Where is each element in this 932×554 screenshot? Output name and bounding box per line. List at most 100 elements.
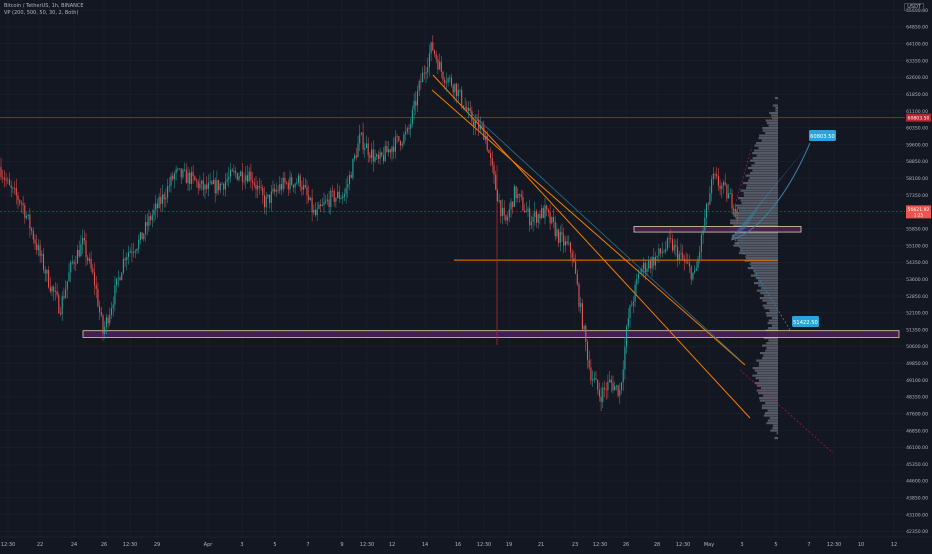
candle-body — [80, 244, 82, 257]
candle-body — [678, 254, 680, 261]
candle-body — [573, 258, 575, 262]
candle-body — [224, 181, 226, 190]
candle-body — [603, 387, 606, 390]
candle-body — [197, 181, 199, 189]
candle-body — [403, 134, 405, 144]
lower-target-label: 51422.50 — [793, 320, 818, 326]
candle-body — [25, 215, 28, 219]
drawings-foreground[interactable]: 60803.50 51422.50 — [730, 130, 836, 454]
candle-body — [172, 175, 174, 180]
candle-body — [444, 79, 446, 83]
candle-body — [539, 214, 541, 219]
candle-body — [527, 208, 529, 211]
profile-bar — [775, 109, 778, 112]
profile-bar — [763, 414, 778, 417]
candle-body — [437, 59, 439, 70]
profile-bar — [769, 309, 778, 312]
candle-body — [615, 385, 617, 387]
candle-body — [406, 128, 408, 132]
candle-body — [304, 185, 306, 188]
symbol-title[interactable]: Bitcoin / TetherUS, 1h, BINANCE — [4, 3, 84, 9]
candle-body — [93, 272, 96, 285]
price-tick-label: 48350.00 — [906, 395, 928, 401]
candle-body — [177, 168, 179, 170]
candle-body — [134, 251, 136, 253]
time-tick-label: 28 — [654, 542, 660, 548]
candle-body — [131, 251, 133, 253]
profile-bar — [758, 137, 778, 140]
candle-body — [704, 217, 706, 231]
profile-bar — [746, 184, 778, 187]
candle-body — [258, 185, 260, 188]
candle-body — [8, 179, 11, 186]
candle-body — [192, 172, 194, 177]
candle-body — [654, 256, 657, 266]
candle-body — [677, 246, 679, 261]
profile-bar — [738, 252, 778, 255]
candle-body — [136, 248, 138, 252]
candle-body — [622, 369, 624, 383]
candle-body — [3, 177, 5, 180]
candle-body — [202, 180, 204, 190]
candle-body — [262, 187, 264, 196]
candle-body — [296, 182, 298, 184]
candle-body — [36, 243, 38, 251]
candle-body — [583, 325, 585, 330]
candle-body — [707, 203, 709, 205]
profile-bar — [765, 312, 778, 315]
candle-body — [294, 183, 296, 188]
candle-body — [133, 252, 135, 254]
candle-body — [484, 135, 487, 140]
candle-body — [418, 81, 420, 92]
candle-body — [228, 176, 230, 180]
time-tick-label: 12:30 — [1, 542, 15, 548]
candle-body — [474, 121, 476, 127]
candle-body — [82, 237, 84, 245]
candle-body — [535, 211, 538, 223]
candle-body — [270, 191, 272, 203]
time-tick-label: 12 — [891, 542, 897, 548]
profile-bar — [739, 249, 778, 252]
profile-bar — [762, 304, 778, 307]
candle-body — [486, 135, 488, 151]
candle-body — [660, 248, 662, 254]
profile-bar — [756, 384, 778, 387]
profile-bar — [753, 282, 778, 285]
candle-body — [491, 158, 493, 166]
time-tick-label: May — [704, 542, 714, 548]
candle-body — [15, 187, 17, 196]
candle-body — [248, 171, 250, 182]
candle-body — [265, 196, 267, 208]
candle-body — [342, 196, 344, 199]
candle-body — [396, 136, 398, 138]
time-axis[interactable]: 12:30 22 24 26 12:30 29 Apr 3 5 7 9 12:30 12 14 16 12:3… — [0, 536, 932, 548]
candle-body — [252, 180, 254, 183]
candle-body — [226, 179, 228, 182]
candle-body — [592, 379, 594, 381]
profile-bar — [763, 354, 778, 357]
candle-body — [229, 169, 232, 177]
price-axis[interactable]: 42350.00 43100.00 43850.00 44600.00 45350.00… — [906, 8, 931, 535]
price-tick-label: 58100.00 — [906, 176, 928, 182]
indicator-title[interactable]: VP (200, 500, 50, 30, 2, Both) — [4, 10, 79, 16]
candle-body — [105, 317, 107, 327]
candle-body — [112, 304, 114, 309]
candle-body — [279, 184, 281, 191]
candle-body — [127, 252, 130, 257]
candle-body — [493, 165, 495, 175]
candle-body — [552, 216, 555, 222]
candle-body — [216, 180, 218, 194]
candle-body — [2, 177, 4, 178]
candle-body — [512, 201, 514, 208]
candle-body — [425, 72, 427, 74]
currency-label[interactable]: USDT — [904, 3, 924, 11]
candle-body — [122, 258, 124, 273]
candle-body — [71, 261, 73, 263]
profile-bar — [755, 377, 778, 380]
candle-body — [41, 254, 43, 256]
time-tick-label: 7 — [807, 542, 810, 548]
time-tick-label: 12:30 — [477, 542, 491, 548]
candle-body — [150, 216, 152, 221]
